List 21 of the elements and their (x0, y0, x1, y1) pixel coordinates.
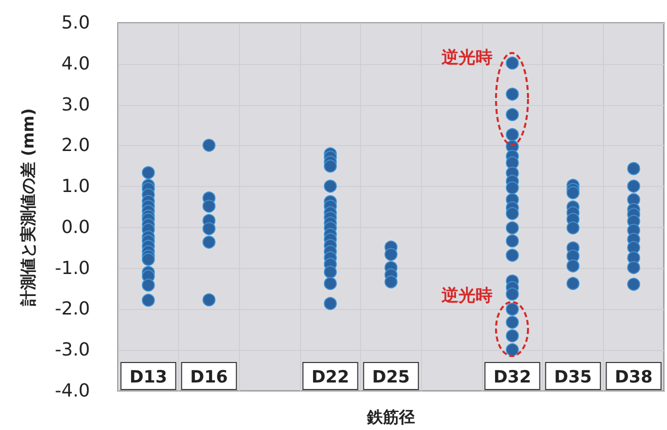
y-tick-label: -4.0 (54, 380, 90, 402)
annotation: 逆光時 (441, 284, 492, 307)
x-tick-label: D35 (554, 368, 592, 388)
y-tick-label: -2.0 (54, 298, 90, 320)
x-tick-label: D13 (129, 368, 168, 388)
x-tick-label: D16 (190, 368, 228, 388)
y-tick-label: -1.0 (54, 258, 90, 279)
x-tick-label: D32 (493, 368, 532, 388)
y-tick-label: 1.0 (61, 176, 90, 198)
x-tick-label: D38 (614, 368, 653, 388)
y-tick-label: -3.0 (54, 340, 90, 361)
y-tick-label: 0.0 (61, 216, 90, 238)
x-axis-title: 鉄筋径 (366, 408, 415, 426)
y-tick-label: 5.0 (61, 12, 90, 34)
x-tick-label: D22 (311, 368, 350, 388)
y-tick-label: 3.0 (61, 94, 90, 116)
annotation: 逆光時 (441, 46, 492, 69)
y-tick-label: 4.0 (61, 53, 90, 74)
y-axis-title: 計測値と実測値の差 (mm) (18, 108, 38, 307)
x-tick-label: D25 (372, 368, 410, 388)
y-tick-label: 2.0 (61, 135, 90, 156)
